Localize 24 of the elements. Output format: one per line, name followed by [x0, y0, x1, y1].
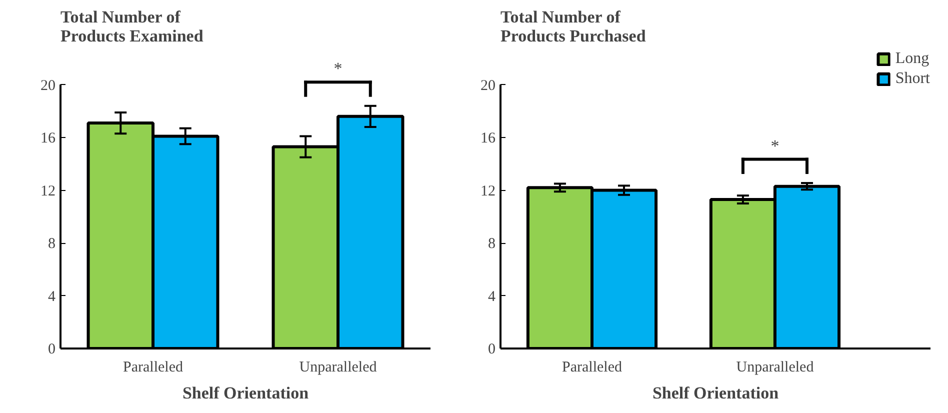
y-tick-label: 16 — [480, 130, 496, 147]
x-tick-label: Unparalleled — [736, 360, 814, 376]
x-axis-title: Shelf Orientation — [182, 384, 310, 402]
chart-title: Total Number of Products Purchased — [500, 8, 646, 46]
y-tick-label: 12 — [40, 183, 56, 200]
x-axis-title: Shelf Orientation — [652, 384, 780, 402]
y-tick-label: 16 — [40, 130, 56, 147]
y-tick-label: 0 — [48, 342, 56, 358]
y-tick-label: 8 — [48, 236, 56, 252]
y-tick-label: 8 — [488, 236, 496, 252]
chart-title: Total Number of Products Examined — [60, 8, 204, 46]
legend-label: Short — [895, 70, 930, 88]
y-tick-label: 20 — [480, 78, 496, 94]
legend-label: Long — [895, 50, 930, 68]
y-tick-label: 4 — [488, 288, 496, 305]
y-tick-label: 0 — [488, 342, 496, 358]
annotation: * — [770, 136, 780, 156]
x-tick-label: Paralleled — [123, 360, 184, 376]
x-tick-label: Unparalleled — [299, 360, 378, 376]
y-tick-label: 12 — [480, 183, 496, 200]
y-tick-label: 4 — [48, 288, 56, 305]
y-tick-label: 20 — [40, 78, 56, 94]
text: * — [334, 59, 342, 78]
x-tick-label: Paralleled — [562, 360, 622, 376]
